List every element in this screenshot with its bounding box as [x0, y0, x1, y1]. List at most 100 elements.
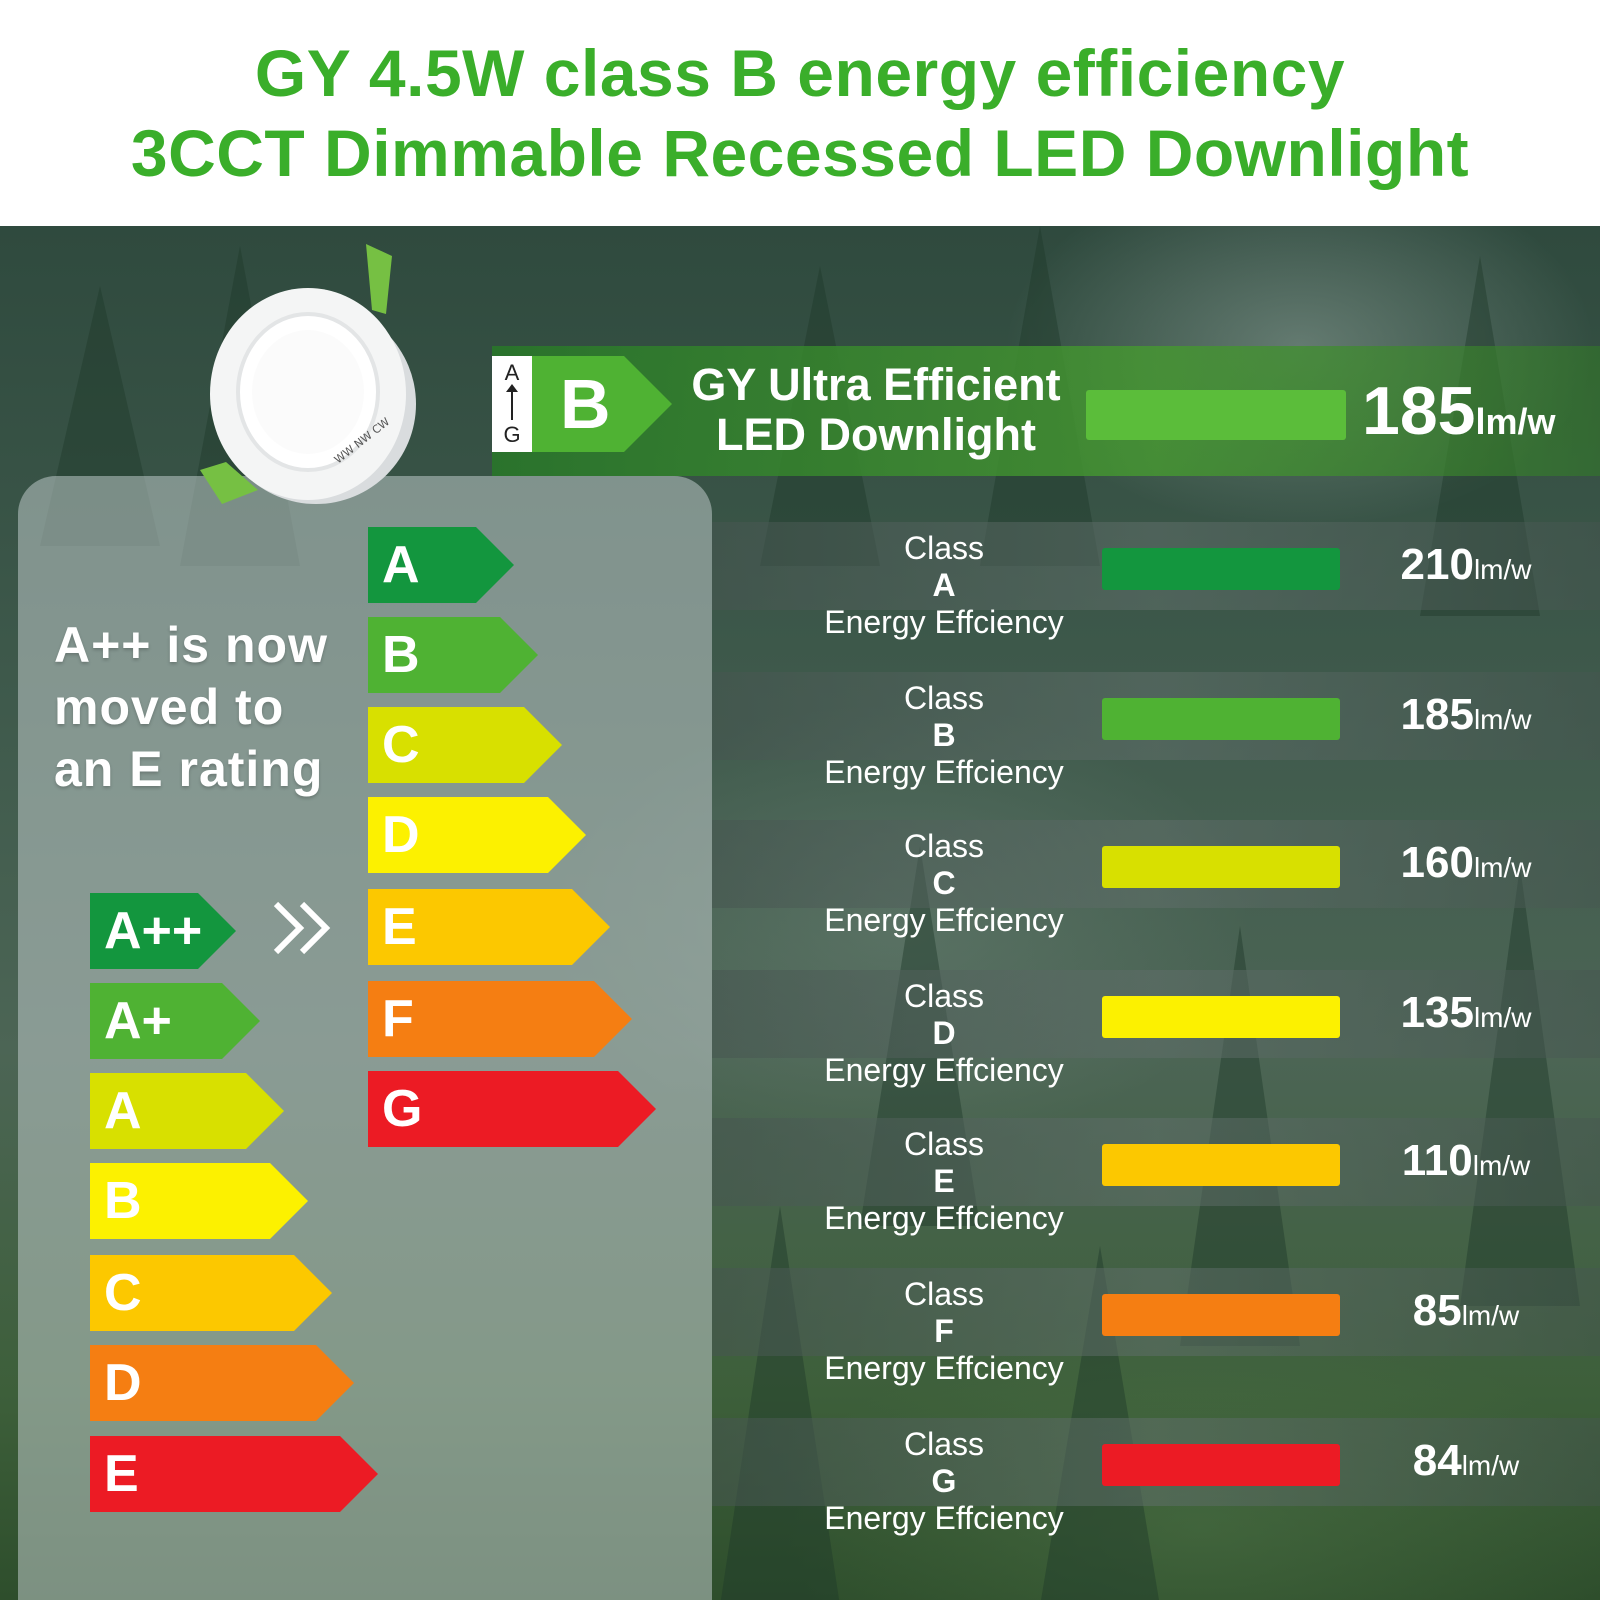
- class-prefix: Class: [903, 680, 984, 716]
- old-scale-label: A++: [104, 902, 203, 960]
- class-letter: D: [932, 1015, 956, 1051]
- class-subtitle: Energy Effciency: [824, 754, 1064, 790]
- featured-band: [492, 346, 1600, 476]
- old-scale-arrow: E: [90, 1436, 378, 1512]
- class-prefix: Class: [903, 530, 984, 566]
- class-efficiency-bar: [1102, 548, 1340, 590]
- class-value-number: 84: [1412, 1436, 1462, 1485]
- scale-bottom-label: G: [503, 422, 521, 447]
- message-line: an E rating: [54, 741, 324, 797]
- class-value: 85lm/w: [1352, 1286, 1580, 1336]
- class-efficiency-bar: [1102, 846, 1340, 888]
- class-label: Class C Energy Effciency: [774, 828, 1114, 939]
- class-efficiency-bar: [1102, 1144, 1340, 1186]
- class-prefix: Class: [903, 1126, 984, 1162]
- scale-line: [511, 388, 513, 420]
- old-scale-arrow: B: [90, 1163, 308, 1239]
- class-value: 135lm/w: [1352, 988, 1580, 1038]
- featured-value-number: 185: [1362, 373, 1476, 449]
- featured-product-name: GY Ultra Efficient LED Downlight: [676, 360, 1076, 460]
- class-value-number: 185: [1400, 690, 1474, 739]
- class-letter: C: [932, 865, 956, 901]
- class-efficiency-bar: [1102, 996, 1340, 1038]
- old-scale-label: A: [104, 1082, 142, 1140]
- class-value-number: 85: [1412, 1286, 1462, 1335]
- class-value-number: 210: [1400, 540, 1474, 589]
- class-value: 160lm/w: [1352, 838, 1580, 888]
- new-scale-label: F: [382, 990, 414, 1048]
- new-scale-arrow: C: [368, 707, 562, 783]
- new-scale-label: D: [382, 806, 420, 864]
- class-row-a: Class A Energy Effciency 210lm/w: [712, 522, 1600, 640]
- class-value-unit: lm/w: [1461, 1300, 1520, 1331]
- led-downlight-image: WW NW CW: [200, 244, 416, 504]
- class-efficiency-bar: [1102, 1444, 1340, 1486]
- tree-silhouette: [720, 1206, 840, 1600]
- class-row-d: Class D Energy Effciency 135lm/w: [712, 970, 1600, 1088]
- old-scale-arrow: C: [90, 1255, 332, 1331]
- class-value-unit: lm/w: [1461, 1450, 1520, 1481]
- class-label: Class E Energy Effciency: [774, 1126, 1114, 1237]
- featured-name-line: GY Ultra Efficient: [691, 359, 1061, 410]
- class-label: Class G Energy Effciency: [774, 1426, 1114, 1537]
- old-scale-arrow: A: [90, 1073, 284, 1149]
- new-scale-label: C: [382, 716, 420, 774]
- featured-class-letter: B: [560, 365, 611, 443]
- class-subtitle: Energy Effciency: [824, 604, 1064, 640]
- class-value-number: 135: [1400, 988, 1474, 1037]
- message-line: A++ is now: [54, 617, 328, 673]
- class-subtitle: Energy Effciency: [824, 1500, 1064, 1536]
- old-scale-label: B: [104, 1172, 142, 1230]
- new-scale-label: G: [382, 1080, 423, 1138]
- class-prefix: Class: [903, 828, 984, 864]
- class-subtitle: Energy Effciency: [824, 1200, 1064, 1236]
- scale-indicator: A G: [492, 356, 532, 452]
- new-scale-label: A: [382, 536, 420, 594]
- class-value-unit: lm/w: [1473, 554, 1532, 585]
- class-row-c: Class C Energy Effciency 160lm/w: [712, 820, 1600, 938]
- class-label: Class F Energy Effciency: [774, 1276, 1114, 1387]
- old-scale-arrow: A+: [90, 983, 260, 1059]
- class-prefix: Class: [903, 1276, 984, 1312]
- old-scale-label: E: [104, 1445, 139, 1503]
- class-subtitle: Energy Effciency: [824, 1052, 1064, 1088]
- new-scale-arrow: F: [368, 981, 632, 1057]
- class-row-g: Class G Energy Effciency 84lm/w: [712, 1418, 1600, 1536]
- class-letter: F: [934, 1313, 954, 1349]
- scale-top-label: A: [504, 360, 520, 385]
- class-value-number: 160: [1400, 838, 1474, 887]
- class-value-number: 110: [1401, 1136, 1473, 1185]
- class-value: 210lm/w: [1352, 540, 1580, 590]
- class-value-unit: lm/w: [1473, 1002, 1532, 1033]
- featured-value-unit: lm/w: [1475, 401, 1556, 442]
- class-prefix: Class: [903, 1426, 984, 1462]
- double-chevron-right-icon: [273, 901, 331, 955]
- class-label: Class B Energy Effciency: [774, 680, 1114, 791]
- class-letter: B: [932, 717, 956, 753]
- tree-silhouette: [1460, 866, 1580, 1306]
- class-efficiency-bar: [1102, 1294, 1340, 1336]
- new-scale-label: B: [382, 626, 420, 684]
- class-row-b: Class B Energy Effciency 185lm/w: [712, 672, 1600, 790]
- class-efficiency-bar: [1102, 698, 1340, 740]
- new-scale-arrow: D: [368, 797, 586, 873]
- class-value-unit: lm/w: [1473, 852, 1532, 883]
- new-scale-arrow: B: [368, 617, 538, 693]
- title-line-1: GY 4.5W class B energy efficiency: [254, 36, 1346, 110]
- class-label: Class A Energy Effciency: [774, 530, 1114, 641]
- class-prefix: Class: [903, 978, 984, 1014]
- new-scale-arrow: E: [368, 889, 610, 965]
- class-value-unit: lm/w: [1472, 1150, 1531, 1181]
- old-scale-label: D: [104, 1354, 142, 1412]
- class-value: 185lm/w: [1352, 690, 1580, 740]
- title-line-2: 3CCT Dimmable Recessed LED Downlight: [130, 116, 1470, 190]
- featured-name-line: LED Downlight: [716, 409, 1036, 460]
- class-subtitle: Energy Effciency: [824, 902, 1064, 938]
- class-subtitle: Energy Effciency: [824, 1350, 1064, 1386]
- class-value-unit: lm/w: [1473, 704, 1532, 735]
- class-letter: A: [932, 567, 956, 603]
- rating-change-message: A++ is now moved to an E rating: [54, 614, 364, 800]
- new-scale-arrow: G: [368, 1071, 656, 1147]
- featured-efficiency-bar: [1086, 390, 1346, 440]
- class-row-f: Class F Energy Effciency 85lm/w: [712, 1268, 1600, 1386]
